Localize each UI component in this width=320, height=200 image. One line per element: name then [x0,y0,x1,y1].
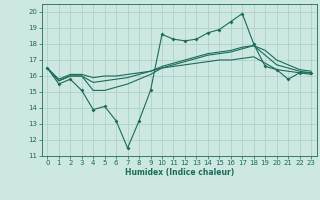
X-axis label: Humidex (Indice chaleur): Humidex (Indice chaleur) [124,168,234,177]
